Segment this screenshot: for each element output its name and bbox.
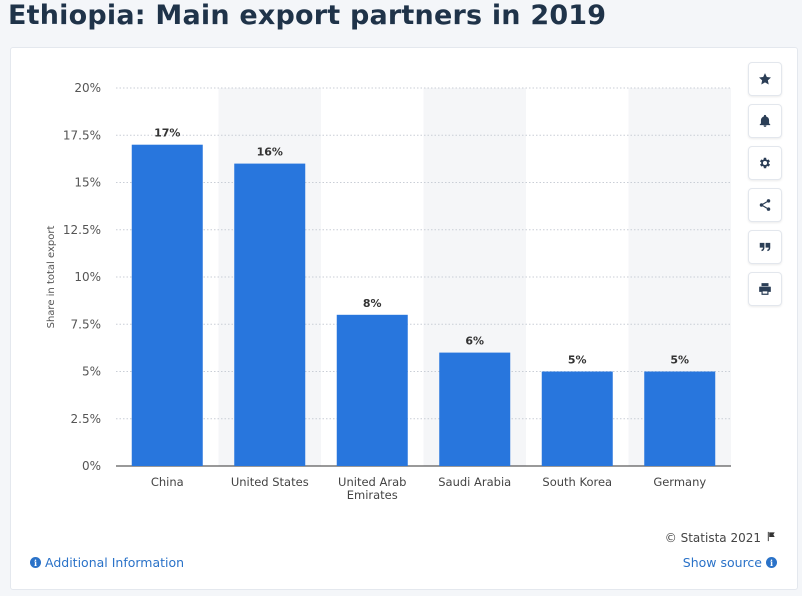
credit-text: © Statista 2021 [664, 531, 761, 545]
quote-icon [759, 242, 771, 252]
show-source-label: Show source [682, 555, 762, 570]
gear-icon [759, 157, 771, 169]
info-icon: i [30, 557, 41, 568]
flag-icon[interactable] [766, 531, 777, 545]
data-label: 16% [257, 146, 283, 159]
info-icon: i [766, 557, 777, 568]
y-tick-label: 2.5% [71, 412, 102, 426]
data-label: 17% [154, 127, 180, 140]
notification-button[interactable] [748, 104, 782, 138]
bell-icon [759, 114, 771, 127]
bar [644, 371, 716, 466]
y-tick-label: 17.5% [63, 128, 101, 142]
bar [336, 314, 408, 466]
share-icon [759, 199, 771, 211]
data-label: 5% [568, 354, 587, 367]
y-tick-label: 5% [82, 365, 101, 379]
x-tick-label: China [151, 475, 184, 489]
bar [439, 352, 511, 466]
y-tick-label: 12.5% [63, 223, 101, 237]
share-button[interactable] [748, 188, 782, 222]
data-label: 5% [670, 354, 689, 367]
x-tick-label: Germany [653, 475, 706, 489]
page-title: Ethiopia: Main export partners in 2019 [8, 0, 607, 31]
favorite-button[interactable] [748, 62, 782, 96]
y-tick-label: 0% [82, 459, 101, 473]
y-axis-title: Share in total export [46, 226, 57, 329]
y-tick-label: 10% [74, 270, 101, 284]
x-tick-label: United Arab Emirates [338, 475, 406, 502]
data-label: 8% [363, 297, 382, 310]
bar [541, 371, 613, 466]
star-icon [759, 73, 771, 85]
additional-information-link[interactable]: i Additional Information [30, 555, 184, 570]
print-button[interactable] [748, 272, 782, 306]
settings-button[interactable] [748, 146, 782, 180]
print-icon [759, 283, 771, 295]
y-tick-label: 20% [74, 81, 101, 95]
chart-toolbar [748, 62, 784, 314]
x-tick-label: United States [231, 475, 309, 489]
x-tick-label: South Korea [542, 475, 612, 489]
bar [234, 163, 306, 466]
copyright-credit: © Statista 2021 [665, 531, 777, 545]
y-tick-label: 15% [74, 176, 101, 190]
additional-information-label: Additional Information [45, 555, 185, 570]
show-source-link[interactable]: Show source i [683, 555, 777, 570]
bar [131, 144, 203, 466]
y-tick-label: 7.5% [71, 317, 102, 331]
data-label: 6% [465, 335, 484, 348]
x-tick-label: Saudi Arabia [438, 475, 511, 489]
cite-button[interactable] [748, 230, 782, 264]
